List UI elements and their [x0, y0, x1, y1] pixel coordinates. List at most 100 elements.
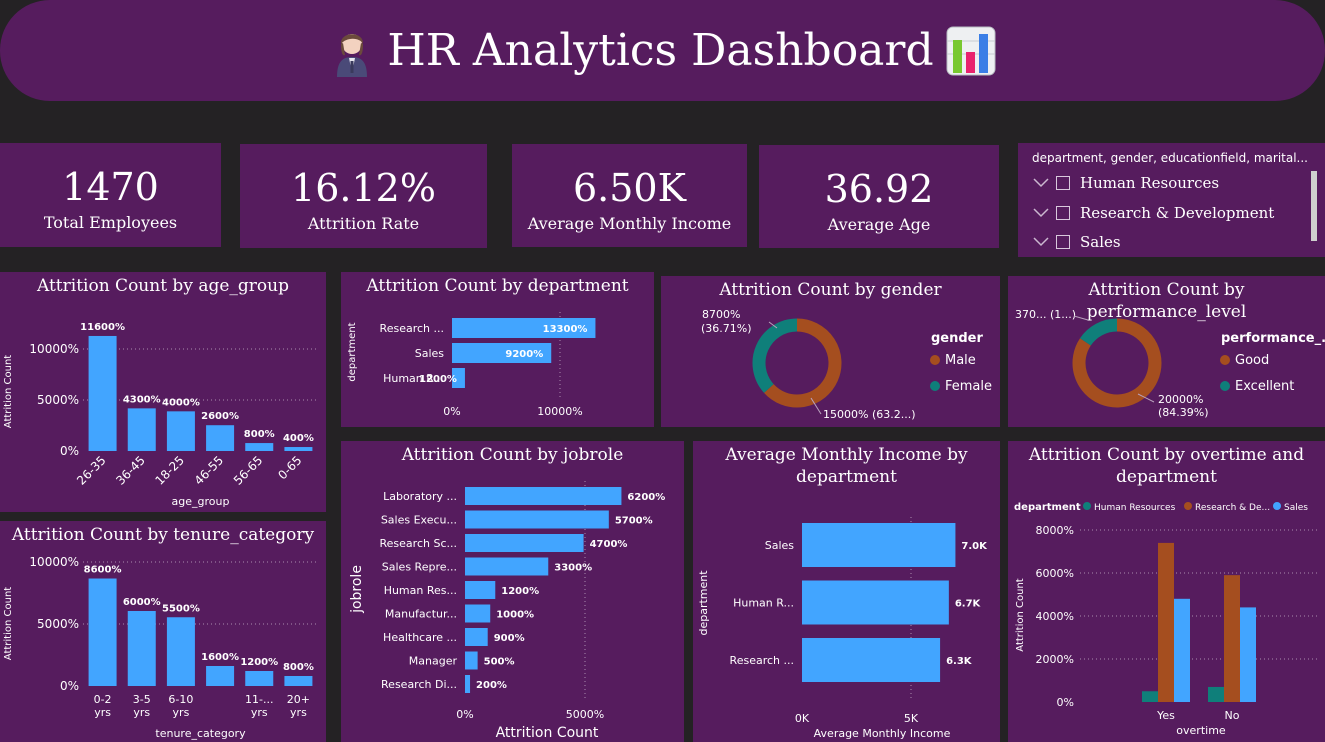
- bar: [1158, 542, 1174, 702]
- x-tick-label: yrs: [251, 706, 268, 719]
- x-tick-label: 11-...: [245, 693, 273, 706]
- leader-line: [768, 321, 778, 329]
- x-tick-label: No: [1225, 709, 1240, 722]
- slicer-item-sales[interactable]: Sales: [1032, 231, 1121, 253]
- data-label: 8700%: [702, 308, 740, 321]
- chart-title: Attrition Count by age_group: [37, 276, 289, 296]
- office-worker-emoji-icon: [337, 33, 368, 77]
- panel-performance: Attrition Count by performance_level per…: [1008, 276, 1325, 427]
- data-label: 5700%: [615, 516, 653, 527]
- chart-department: 0% 10000% Research ... 13300% Sales 9200% Huma…: [347, 312, 596, 418]
- leader-line: [1137, 393, 1155, 403]
- kpi-value: 36.92: [824, 167, 934, 211]
- data-label: 1200%: [501, 586, 539, 597]
- chevron-down-icon[interactable]: [1032, 176, 1050, 190]
- checkbox[interactable]: [1056, 206, 1070, 220]
- bar: [166, 411, 195, 451]
- x-tick-label: 18-25: [152, 453, 187, 488]
- bar-chart-emoji-icon: [946, 26, 996, 75]
- legend-label: Human Resources: [1094, 503, 1176, 513]
- y-tick-label: Manufactur...: [385, 608, 457, 621]
- chart-age-group: 0% 5000% 10000%11600% 26-35 4300% 36-45 4000% 1…: [3, 322, 318, 508]
- data-label: 400%: [283, 433, 314, 444]
- data-label: 20000%: [1158, 393, 1203, 406]
- bar: [465, 510, 609, 529]
- slicer-item-label: Sales: [1080, 233, 1121, 251]
- slicer-item-research-development[interactable]: Research & Development: [1032, 202, 1274, 224]
- legend-marker: [930, 381, 940, 391]
- slicer-item-human-resources[interactable]: Human Resources: [1032, 172, 1219, 194]
- legend-marker: [1220, 355, 1230, 365]
- panel-age-group: Attrition Count by age_group 0% 5000% 1000…: [0, 272, 326, 512]
- y-tick-label: 0%: [60, 444, 79, 458]
- y-tick-label: Sales Execu...: [381, 514, 457, 527]
- y-tick-label: 10000%: [29, 555, 79, 569]
- header: HR Analytics Dashboard: [0, 0, 1325, 101]
- slicer-title: department, gender, educationfield, mari…: [1032, 151, 1308, 165]
- panel-department: Attrition Count by department 0% 10000% Re…: [341, 272, 654, 427]
- checkbox[interactable]: [1056, 235, 1070, 249]
- y-tick-label: 10000%: [29, 342, 79, 356]
- kpi-card-average-monthly-income: 6.50K Average Monthly Income: [512, 144, 747, 247]
- bar: [465, 487, 622, 505]
- x-tick-label: yrs: [173, 706, 190, 719]
- bar: [127, 611, 156, 686]
- donut-slice: [1072, 318, 1162, 408]
- y-tick-label: 2000%: [1036, 653, 1074, 666]
- bar: [284, 676, 313, 686]
- leader-line: [810, 397, 822, 415]
- y-tick-label: Sales Repre...: [382, 561, 457, 574]
- data-label: 15000% (63.2...): [823, 408, 916, 421]
- y-axis-label: jobrole: [349, 565, 365, 614]
- data-label: 6.3K: [946, 656, 973, 667]
- bar: [88, 335, 117, 451]
- bar: [1240, 607, 1256, 702]
- data-label: (36.71%): [701, 322, 752, 335]
- checkbox[interactable]: [1056, 176, 1070, 190]
- chart-tenure-category: 0%5000%10000%8600%0-2yrs6000%3-5yrs5500%…: [3, 555, 318, 740]
- bar: [1142, 691, 1158, 702]
- chevron-down-icon[interactable]: [1032, 235, 1050, 249]
- x-tick-label: 0K: [795, 712, 810, 725]
- legend-marker: [1273, 502, 1281, 510]
- y-tick-label: Research ...: [380, 322, 444, 335]
- data-label: 4000%: [162, 397, 200, 408]
- x-tick-label: 10000%: [537, 405, 582, 418]
- data-label: 1000%: [496, 610, 534, 621]
- bar: [465, 628, 488, 646]
- x-tick-label: 46-55: [192, 453, 227, 488]
- legend-label: Good: [1235, 353, 1269, 368]
- y-tick-label: 5000%: [37, 617, 79, 631]
- chevron-down-icon[interactable]: [1032, 206, 1050, 220]
- x-tick-label: 26-35: [74, 453, 109, 488]
- leader-line: [1073, 315, 1089, 321]
- chart-title: Attrition Count by gender: [719, 280, 942, 300]
- x-tick-label: 3-5: [133, 693, 151, 706]
- kpi-label: Average Age: [827, 215, 931, 234]
- kpi-label: Total Employees: [43, 213, 178, 232]
- y-tick-label: Manager: [409, 655, 458, 668]
- legend-label: Excellent: [1235, 379, 1294, 394]
- kpi-card-attrition-rate: 16.12% Attrition Rate: [240, 144, 487, 248]
- data-label: 1600%: [201, 652, 239, 663]
- bar: [465, 651, 478, 670]
- bar: [1174, 598, 1190, 702]
- data-label: 1200%: [419, 374, 457, 385]
- donut-slice: [752, 318, 798, 393]
- data-label: 8600%: [84, 565, 122, 576]
- data-label: 6200%: [627, 492, 665, 503]
- chart-overtime: 0% 2000% 4000% 6000% 8000% Yes No department Hum…: [1014, 502, 1318, 737]
- filter-slicer: department, gender, educationfield, mari…: [1018, 143, 1325, 257]
- chart-title: Average Monthly Income by department: [725, 445, 968, 487]
- slicer-scrollbar[interactable]: [1311, 171, 1317, 241]
- x-tick-label: yrs: [133, 706, 150, 719]
- y-axis-label: Attrition Count: [3, 587, 14, 661]
- y-tick-label: Laboratory ...: [383, 490, 457, 503]
- x-axis-label: Attrition Count: [496, 725, 599, 741]
- bar: [802, 523, 956, 567]
- kpi-value: 1470: [62, 165, 159, 209]
- data-label: 6.7K: [955, 599, 982, 610]
- x-axis-label: age_group: [172, 495, 230, 508]
- legend-label: Research & De...: [1195, 503, 1270, 513]
- bar: [245, 671, 274, 686]
